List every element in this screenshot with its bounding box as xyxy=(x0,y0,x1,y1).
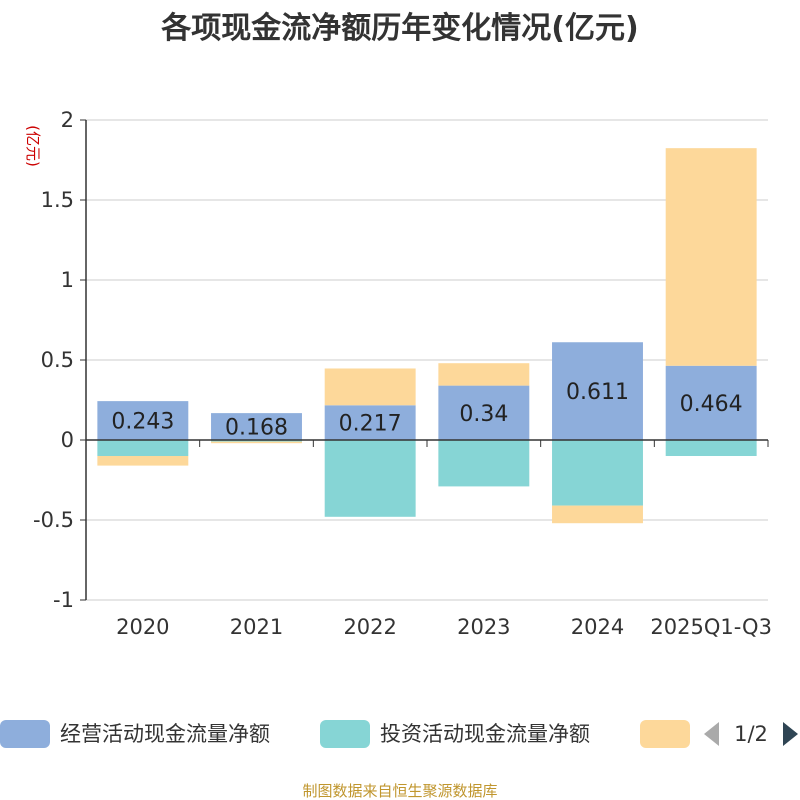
legend-swatch[interactable] xyxy=(320,720,370,748)
legend-label[interactable]: 投资活动现金流量净额 xyxy=(380,722,590,746)
y-tick-label: 0.5 xyxy=(41,348,74,372)
data-source-note: 制图数据来自恒生聚源数据库 xyxy=(302,782,497,800)
data-label: 0.243 xyxy=(111,410,174,435)
x-tick-label: 2022 xyxy=(343,615,396,639)
legend: 经营活动现金流量净额 投资活动现金流量净额 xyxy=(0,720,690,748)
data-label: 0.34 xyxy=(459,402,508,427)
bar-series-2-2022[interactable] xyxy=(324,440,416,517)
data-label: 0.217 xyxy=(339,412,402,437)
legend-swatch[interactable] xyxy=(0,720,50,748)
x-tick-label: 2024 xyxy=(571,615,624,639)
bar-series-2-2023[interactable] xyxy=(438,440,530,487)
bar-series-2-2025Q1-Q3[interactable] xyxy=(665,440,757,456)
bar-series-1-2024[interactable] xyxy=(552,342,643,440)
x-tick-label: 2021 xyxy=(230,615,283,639)
bar-series-3-2023[interactable] xyxy=(438,363,530,386)
legend-swatch[interactable] xyxy=(640,720,690,748)
y-tick-label: -1 xyxy=(53,588,74,612)
legend-page-indicator: 1/2 xyxy=(734,722,768,746)
bar-series-1-2023[interactable] xyxy=(438,385,530,440)
y-axis-ticks: 2 1.5 1 0.5 0 -0.5 -1 xyxy=(33,108,86,612)
chart-title: 各项现金流净额历年变化情况(亿元) xyxy=(160,11,638,46)
bar-series-2-2021[interactable] xyxy=(211,440,302,442)
bar-series-1-2025Q1-Q3[interactable] xyxy=(665,365,757,440)
legend-label[interactable]: 经营活动现金流量净额 xyxy=(60,722,270,746)
bar-series-2-2024[interactable] xyxy=(552,440,643,506)
y-axis-unit-label: (亿元) xyxy=(24,125,42,167)
bar-series-1-2022[interactable] xyxy=(324,405,416,440)
legend-pager: 1/2 xyxy=(704,722,798,746)
x-tick-label: 2020 xyxy=(116,615,169,639)
y-tick-label: 2 xyxy=(61,108,74,132)
bar-series-2-2020[interactable] xyxy=(97,440,189,456)
bar-series-3-2025Q1-Q3[interactable] xyxy=(665,148,757,366)
data-label: 0.464 xyxy=(680,392,743,417)
bar-series-3-2021[interactable] xyxy=(211,441,302,444)
grid-lines xyxy=(86,119,768,601)
x-tick-label: 2023 xyxy=(457,615,510,639)
y-tick-label: 0 xyxy=(61,428,74,452)
x-tick-label: 2025Q1-Q3 xyxy=(650,615,772,639)
y-tick-label: 1 xyxy=(61,268,74,292)
legend-prev-page-icon[interactable] xyxy=(704,722,719,746)
y-tick-label: -0.5 xyxy=(33,508,74,532)
data-labels: 0.243 0.168 0.217 0.34 0.611 0.464 xyxy=(111,380,742,440)
bar-series-3-2024[interactable] xyxy=(552,505,643,524)
bar-series-1-2020[interactable] xyxy=(97,401,189,440)
bars xyxy=(97,148,757,524)
data-label: 0.611 xyxy=(566,380,629,405)
x-axis-labels: 2020 2021 2022 2023 2024 2025Q1-Q3 xyxy=(116,615,772,639)
legend-next-page-icon[interactable] xyxy=(783,722,798,746)
bar-series-3-2020[interactable] xyxy=(97,456,189,466)
bar-series-3-2022[interactable] xyxy=(324,368,416,406)
y-tick-label: 1.5 xyxy=(41,188,74,212)
bar-series-1-2021[interactable] xyxy=(211,413,302,440)
data-label: 0.168 xyxy=(225,416,288,441)
axes xyxy=(85,120,769,600)
